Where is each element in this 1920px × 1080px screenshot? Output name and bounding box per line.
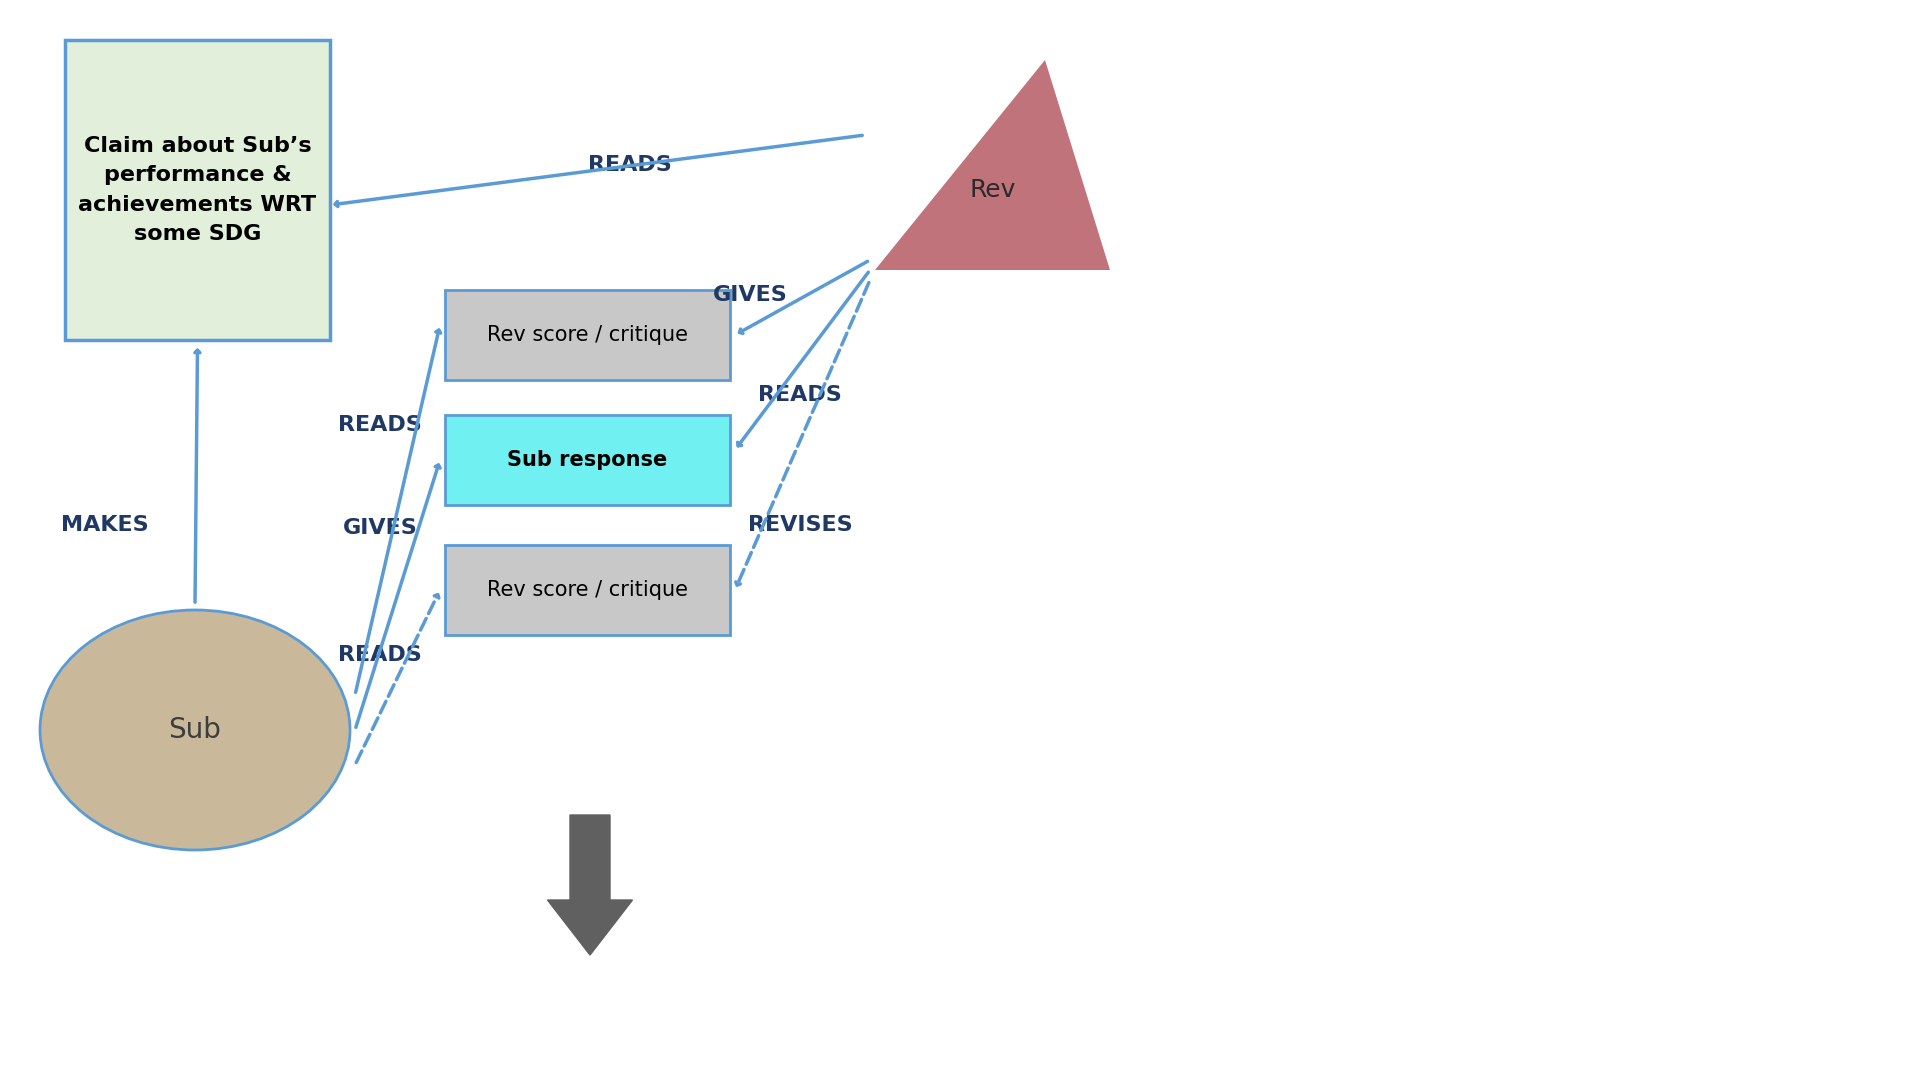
Text: Rev: Rev — [970, 178, 1016, 202]
Text: READS: READS — [338, 415, 422, 435]
Text: Sub response: Sub response — [507, 450, 668, 470]
Polygon shape — [876, 60, 1110, 270]
Text: Rev score / critique: Rev score / critique — [488, 580, 687, 600]
Text: Claim about Sub’s
performance &
achievements WRT
some SDG: Claim about Sub’s performance & achievem… — [79, 136, 317, 244]
Text: Rev score / critique: Rev score / critique — [488, 325, 687, 345]
Text: READS: READS — [338, 645, 422, 665]
FancyBboxPatch shape — [445, 291, 730, 380]
Text: REVISES: REVISES — [747, 515, 852, 535]
Text: Sub: Sub — [169, 716, 221, 744]
Text: READS: READS — [758, 384, 841, 405]
Text: MAKES: MAKES — [61, 515, 150, 535]
Text: GIVES: GIVES — [342, 518, 417, 538]
FancyBboxPatch shape — [65, 40, 330, 340]
Text: READS: READS — [588, 156, 672, 175]
FancyBboxPatch shape — [445, 415, 730, 505]
FancyBboxPatch shape — [445, 545, 730, 635]
Text: GIVES: GIVES — [712, 285, 787, 305]
FancyArrow shape — [547, 815, 632, 955]
Ellipse shape — [40, 610, 349, 850]
